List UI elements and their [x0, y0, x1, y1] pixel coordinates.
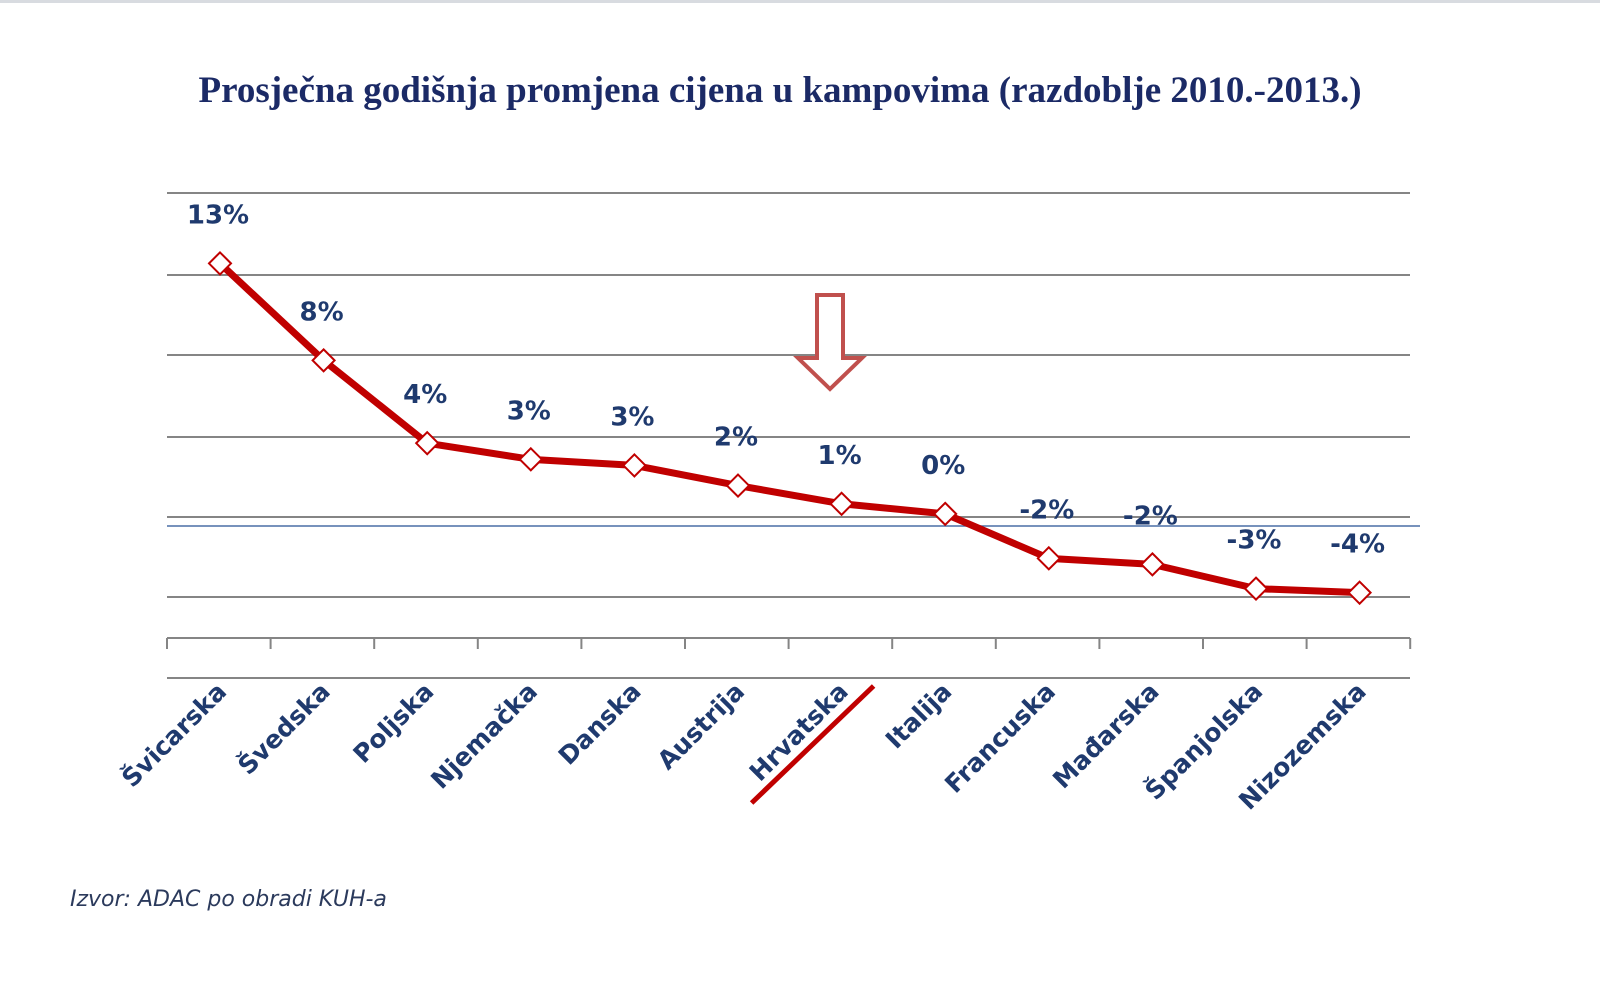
data-label: 0% [921, 451, 965, 481]
data-point [311, 347, 337, 373]
data-label: 4% [403, 380, 447, 410]
data-point [1036, 545, 1062, 571]
down-arrow-icon [793, 293, 867, 392]
data-point [1243, 576, 1269, 602]
data-point [829, 491, 855, 517]
data-label: 2% [714, 423, 758, 453]
data-label: 13% [187, 200, 249, 230]
category-label: Njemačka [425, 677, 543, 795]
data-label: -2% [1123, 501, 1178, 531]
data-label: 3% [507, 396, 551, 426]
line-chart: 13% 8% 4% 3% 3% 2% 1% 0% -2% -2% -3% -4% Švicarska Šv… [115, 192, 1420, 815]
data-point [414, 430, 440, 456]
category-label: Hrvatska [744, 677, 854, 787]
data-label: -3% [1227, 526, 1282, 556]
category-label: Švicarska [115, 676, 232, 793]
category-label: Italija [880, 677, 958, 755]
data-point [1139, 551, 1165, 577]
source-note: Izvor: ADAC po obradi KUH-a [70, 887, 387, 912]
data-point [725, 473, 751, 499]
category-label: Danska [553, 677, 647, 771]
data-label: -2% [1019, 495, 1074, 525]
category-label: Poljska [348, 677, 440, 769]
data-point [1347, 580, 1373, 606]
data-point [932, 501, 958, 527]
category-label: Švedska [232, 676, 336, 780]
data-point [518, 446, 544, 472]
data-label: 3% [610, 402, 654, 432]
category-label: Francuska [939, 677, 1061, 799]
data-point [621, 452, 647, 478]
highlight-underline [749, 684, 876, 805]
data-label: -4% [1330, 530, 1385, 560]
chart-title: Prosječna godišnja promjena cijena u kam… [198, 70, 1362, 111]
category-label: Austrija [652, 677, 751, 776]
data-label: 8% [300, 297, 344, 327]
data-point [207, 250, 233, 276]
data-label: 1% [818, 441, 862, 471]
series-line [217, 260, 1360, 597]
